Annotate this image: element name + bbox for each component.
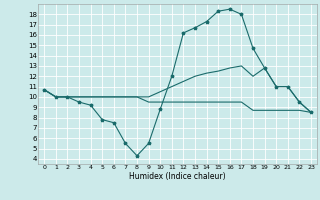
X-axis label: Humidex (Indice chaleur): Humidex (Indice chaleur) [129,172,226,181]
